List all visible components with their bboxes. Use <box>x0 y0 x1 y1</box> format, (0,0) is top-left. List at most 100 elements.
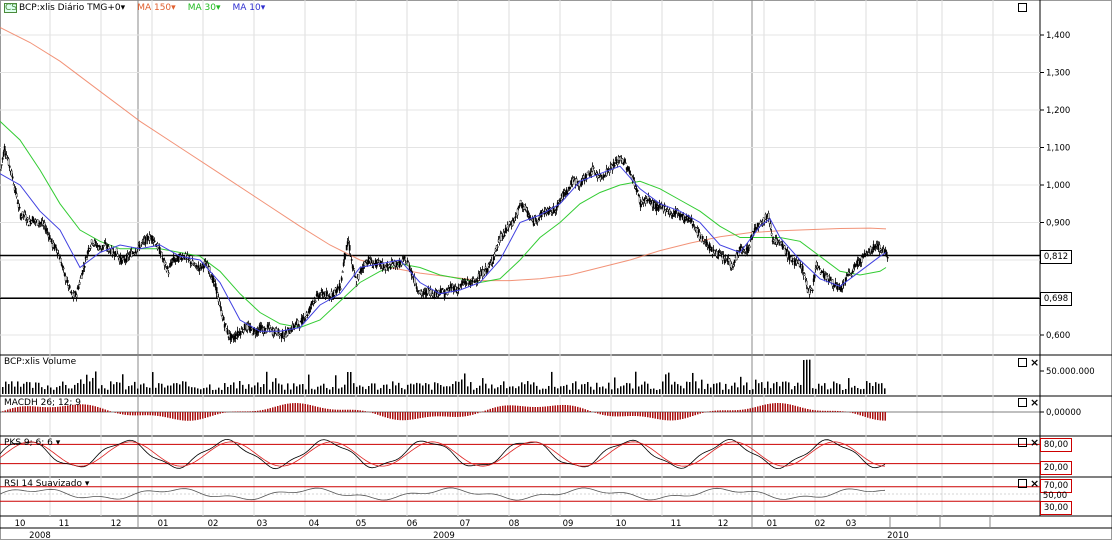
macd-bar <box>589 411 591 412</box>
macd-bar <box>187 412 189 421</box>
dropdown-icon[interactable]: ▾ <box>84 479 90 489</box>
ma30-label[interactable]: MA 30 <box>187 3 216 13</box>
maximize-icon[interactable] <box>1018 3 1027 12</box>
candle-body <box>803 273 806 276</box>
symbol-label[interactable]: BCP:xlis Diário TMG+0 <box>19 3 121 13</box>
volume-panel-label[interactable]: BCP:xlis Volume <box>4 357 77 367</box>
rsi-panel-label[interactable]: RSI 14 Suavizado ▾ <box>4 479 89 489</box>
dropdown-icon[interactable]: ▾ <box>55 438 61 448</box>
volume-bar <box>617 388 619 394</box>
volume-bar <box>440 384 442 394</box>
macd-bar <box>257 410 259 412</box>
volume-bar <box>89 381 91 394</box>
volume-bar <box>830 388 832 394</box>
macd-bar <box>42 406 44 412</box>
macd-bar <box>637 412 639 417</box>
chart-type-icon[interactable]: CS <box>4 3 17 13</box>
candle-body <box>153 240 156 243</box>
close-icon[interactable]: × <box>1030 396 1040 409</box>
macd-bar <box>619 412 621 417</box>
volume-bar <box>722 389 724 394</box>
macd-bar <box>842 411 844 412</box>
macd-bar <box>312 405 314 412</box>
candle-body <box>854 265 857 268</box>
volume-bar <box>113 384 115 394</box>
macd-bar <box>394 412 396 420</box>
volume-bar <box>743 385 745 394</box>
candle-body <box>354 276 357 278</box>
close-icon[interactable]: × <box>1030 436 1040 449</box>
candle-body <box>70 292 73 294</box>
dropdown-icon[interactable]: ▾ <box>260 3 266 13</box>
macd-bar <box>582 408 584 412</box>
volume-bar <box>41 387 43 394</box>
dropdown-icon[interactable]: ▾ <box>215 3 221 13</box>
candle-body <box>125 254 128 263</box>
macd-bar <box>509 405 511 412</box>
dropdown-icon[interactable]: ▾ <box>171 3 176 13</box>
macd-bar <box>432 412 434 417</box>
ma150-label[interactable]: MA 150 <box>137 3 172 13</box>
maximize-icon[interactable] <box>1018 479 1027 488</box>
candle-body <box>164 262 167 265</box>
volume-bar <box>389 388 391 394</box>
volume-bar <box>854 385 856 394</box>
volume-bar <box>17 381 19 394</box>
macd-bar <box>752 407 754 412</box>
close-icon[interactable]: × <box>1030 356 1040 369</box>
volume-bar <box>635 371 637 394</box>
candle-body <box>813 275 816 279</box>
macd-bar <box>157 412 159 416</box>
close-icon[interactable]: × <box>1030 477 1040 490</box>
maximize-icon[interactable] <box>1018 398 1027 407</box>
macd-bar <box>222 412 224 414</box>
macd-bar <box>349 409 351 412</box>
volume-bar <box>128 386 130 394</box>
maximize-icon[interactable] <box>1018 358 1027 367</box>
macd-bar <box>667 412 669 421</box>
volume-bar <box>644 381 646 394</box>
volume-bar <box>377 389 379 394</box>
candle-body <box>50 238 53 243</box>
year-tick-label: 2009 <box>433 531 455 540</box>
volume-bar <box>68 388 70 394</box>
candle-body <box>215 287 218 294</box>
volume-bar <box>452 383 454 394</box>
macd-bar <box>79 404 81 412</box>
candle-body <box>466 278 469 281</box>
month-tick-label: 10 <box>616 519 627 529</box>
candle-body <box>62 267 65 270</box>
volume-bar <box>692 372 694 394</box>
candle-body <box>715 251 718 257</box>
macd-panel-label[interactable]: MACDH 26; 12; 9 <box>4 398 82 408</box>
candle-body <box>426 287 429 294</box>
maximize-icon[interactable] <box>1018 438 1027 447</box>
volume-bar <box>251 387 253 394</box>
candle-body <box>177 255 180 262</box>
rsi-panel-controls: × <box>1018 477 1040 490</box>
candle-body <box>516 208 519 216</box>
macd-bar <box>47 407 49 412</box>
candle-body <box>592 167 595 169</box>
macd-bar <box>757 406 759 412</box>
macd-bar <box>72 404 74 412</box>
macd-bar <box>789 404 791 412</box>
ma10-label[interactable]: MA 10 <box>232 3 261 13</box>
macd-bar <box>434 412 436 417</box>
volume-bar <box>65 384 67 394</box>
volume-bar <box>23 383 25 394</box>
candle-body <box>305 312 308 316</box>
rsi-line <box>0 487 886 501</box>
volume-bar <box>281 384 283 394</box>
candle-body <box>48 235 51 240</box>
macd-bar <box>49 407 51 412</box>
macd-bar <box>784 403 786 412</box>
pks-panel-label[interactable]: PKS 9; 6; 6 ▾ <box>4 438 60 448</box>
macd-bar <box>174 412 176 420</box>
macd-bar <box>417 412 419 419</box>
macd-bar <box>224 412 226 413</box>
macd-bar <box>152 412 154 416</box>
dropdown-icon[interactable]: ▾ <box>120 3 126 13</box>
macd-bar <box>512 405 514 412</box>
candle-body <box>130 251 133 258</box>
